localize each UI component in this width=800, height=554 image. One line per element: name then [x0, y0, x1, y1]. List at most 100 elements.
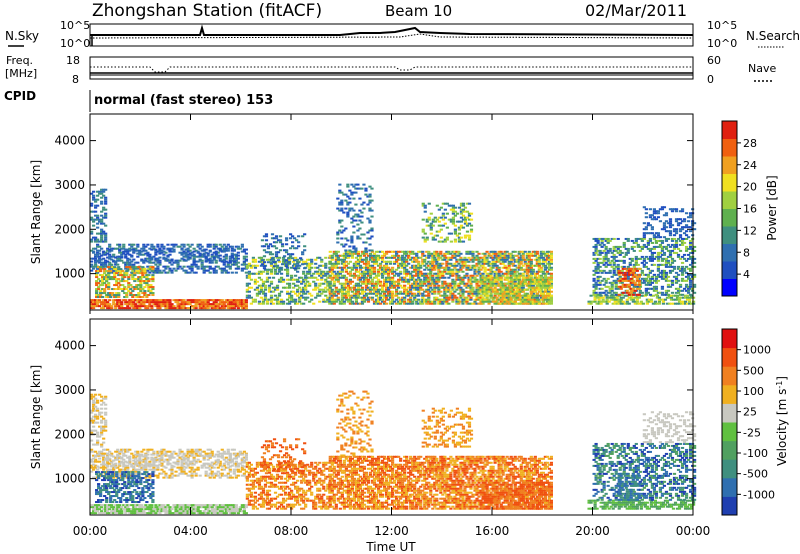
power-data-cell — [537, 264, 541, 267]
power-data-cell — [269, 296, 274, 299]
power-data-cell — [289, 274, 294, 277]
power-data-cell — [459, 256, 463, 259]
power-data-cell — [593, 296, 597, 299]
power-data-cell — [261, 298, 266, 301]
power-data-cell — [515, 270, 519, 273]
power-data-cell — [407, 302, 411, 305]
power-data-cell — [294, 292, 298, 295]
power-data-cell — [419, 274, 423, 277]
power-data-cell — [118, 255, 122, 258]
power-data-cell — [364, 264, 369, 267]
power-data-cell — [475, 280, 479, 283]
power-data-cell — [95, 294, 99, 297]
power-data-cell — [127, 282, 131, 285]
power-data-cell — [419, 300, 423, 303]
power-data-cell — [110, 267, 114, 270]
power-data-cell — [97, 286, 101, 289]
power-data-cell — [495, 276, 499, 279]
power-data-cell — [648, 279, 652, 282]
power-data-cell — [101, 274, 105, 277]
power-data-cell — [166, 258, 170, 261]
power-data-cell — [104, 303, 108, 306]
power-data-cell — [348, 209, 352, 212]
power-data-cell — [228, 299, 232, 302]
power-data-cell — [346, 185, 350, 188]
power-data-cell — [505, 272, 509, 275]
power-data-cell — [230, 307, 234, 310]
power-data-cell — [320, 282, 324, 285]
power-data-cell — [344, 278, 348, 281]
power-data-cell — [473, 256, 477, 259]
power-data-cell — [443, 300, 447, 303]
power-data-cell — [543, 282, 547, 285]
power-data-cell — [481, 252, 485, 255]
power-data-cell — [336, 237, 340, 240]
power-data-cell — [531, 284, 535, 287]
power-data-cell — [451, 274, 455, 277]
power-data-cell — [356, 302, 361, 305]
power-data-cell — [477, 268, 481, 271]
power-data-cell — [675, 294, 680, 297]
power-data-cell — [298, 292, 302, 295]
power-data-cell — [354, 256, 359, 259]
power-data-cell — [92, 194, 96, 197]
power-data-cell — [481, 262, 485, 265]
power-data-cell — [451, 254, 455, 257]
power-data-cell — [493, 280, 497, 283]
power-data-cell — [196, 267, 200, 270]
power-data-cell — [128, 303, 132, 306]
power-data-cell — [600, 279, 604, 282]
power-data-cell — [529, 274, 533, 277]
power-data-cell — [374, 250, 379, 253]
power-data-cell — [447, 288, 451, 291]
power-data-cell — [214, 271, 218, 274]
power-data-cell — [421, 262, 425, 265]
power-data-cell — [360, 211, 364, 214]
power-data-cell — [269, 258, 274, 261]
power-data-cell — [249, 266, 253, 269]
power-data-cell — [127, 276, 131, 279]
power-data-cell — [606, 241, 610, 244]
power-data-cell — [433, 272, 437, 275]
power-data-cell — [166, 254, 170, 257]
power-data-cell — [451, 268, 455, 271]
power-data-cell — [473, 302, 477, 305]
power-data-cell — [148, 301, 152, 304]
power-data-cell — [120, 253, 124, 256]
power-data-cell — [314, 282, 318, 285]
power-data-cell — [403, 260, 407, 263]
power-data-cell — [636, 285, 640, 288]
power-data-cell — [403, 250, 407, 253]
power-data-cell — [137, 294, 141, 297]
power-data-cell — [106, 252, 110, 255]
power-data-cell — [234, 303, 238, 306]
power-data-cell — [600, 269, 604, 272]
power-data-cell — [285, 286, 290, 289]
power-data-cell — [192, 271, 196, 274]
power-data-cell — [608, 281, 612, 284]
power-data-cell — [376, 254, 381, 257]
power-data-cell — [338, 282, 342, 285]
power-data-cell — [142, 260, 146, 263]
power-data-cell — [539, 280, 543, 283]
power-data-cell — [354, 264, 359, 267]
power-data-cell — [427, 284, 431, 287]
power-data-cell — [158, 252, 162, 255]
power-data-cell — [433, 268, 437, 271]
power-data-cell — [417, 260, 421, 263]
power-data-cell — [521, 264, 525, 267]
power-data-cell — [178, 251, 182, 254]
power-data-cell — [497, 268, 501, 271]
power-data-cell — [487, 254, 491, 257]
power-data-cell — [531, 296, 535, 299]
power-data-cell — [344, 243, 348, 246]
power-data-cell — [543, 276, 547, 279]
power-data-cell — [403, 284, 407, 287]
power-data-cell — [475, 290, 479, 293]
power-data-cell — [170, 305, 174, 308]
power-data-cell — [393, 300, 397, 303]
power-data-cell — [245, 284, 249, 287]
power-data-cell — [334, 274, 338, 277]
power-data-cell — [451, 272, 455, 275]
power-data-cell — [108, 250, 112, 253]
